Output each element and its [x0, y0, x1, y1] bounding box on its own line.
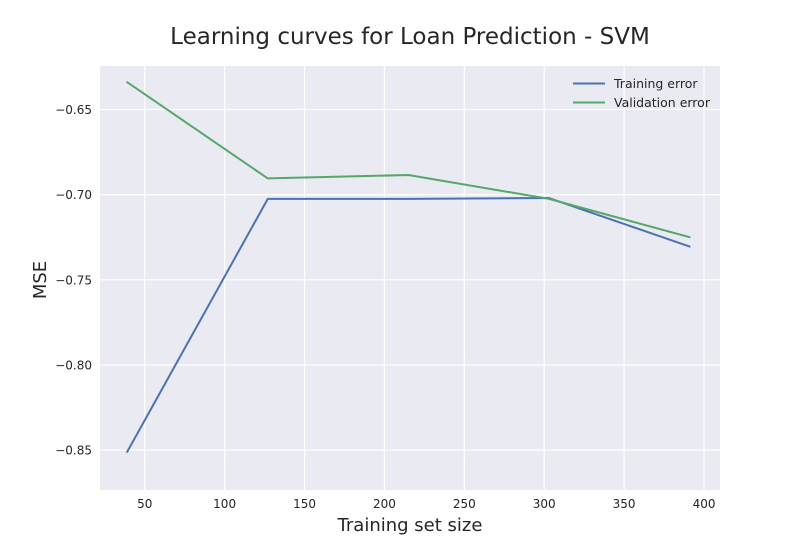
plot-area [100, 66, 720, 490]
x-tick-label: 350 [613, 497, 636, 511]
y-tick-labels: −0.65 −0.70 −0.75 −0.80 −0.85 [55, 103, 92, 458]
y-tick-label: −0.70 [55, 188, 92, 202]
legend-label-validation-error: Validation error [614, 95, 711, 110]
x-tick-label: 150 [293, 497, 316, 511]
series-lines [126, 81, 691, 453]
y-axis-label: MSE [30, 261, 51, 299]
y-tick-label: −0.85 [55, 444, 92, 458]
x-axis-label: Training set size [337, 515, 483, 536]
x-tick-label: 400 [693, 497, 716, 511]
legend: Training error Validation error [573, 76, 711, 110]
x-tick-labels: 50 100 150 200 250 300 350 400 [137, 497, 715, 511]
x-tick-label: 200 [373, 497, 396, 511]
x-tick-label: 100 [213, 497, 236, 511]
y-tick-label: −0.80 [55, 358, 92, 372]
y-tick-label: −0.75 [55, 273, 92, 287]
grid-lines [100, 66, 720, 490]
x-tick-label: 50 [137, 497, 152, 511]
chart-title: Learning curves for Loan Prediction - SV… [170, 24, 650, 50]
x-tick-label: 250 [453, 497, 476, 511]
y-tick-label: −0.65 [55, 103, 92, 117]
x-tick-label: 300 [533, 497, 556, 511]
legend-label-training-error: Training error [613, 76, 698, 91]
